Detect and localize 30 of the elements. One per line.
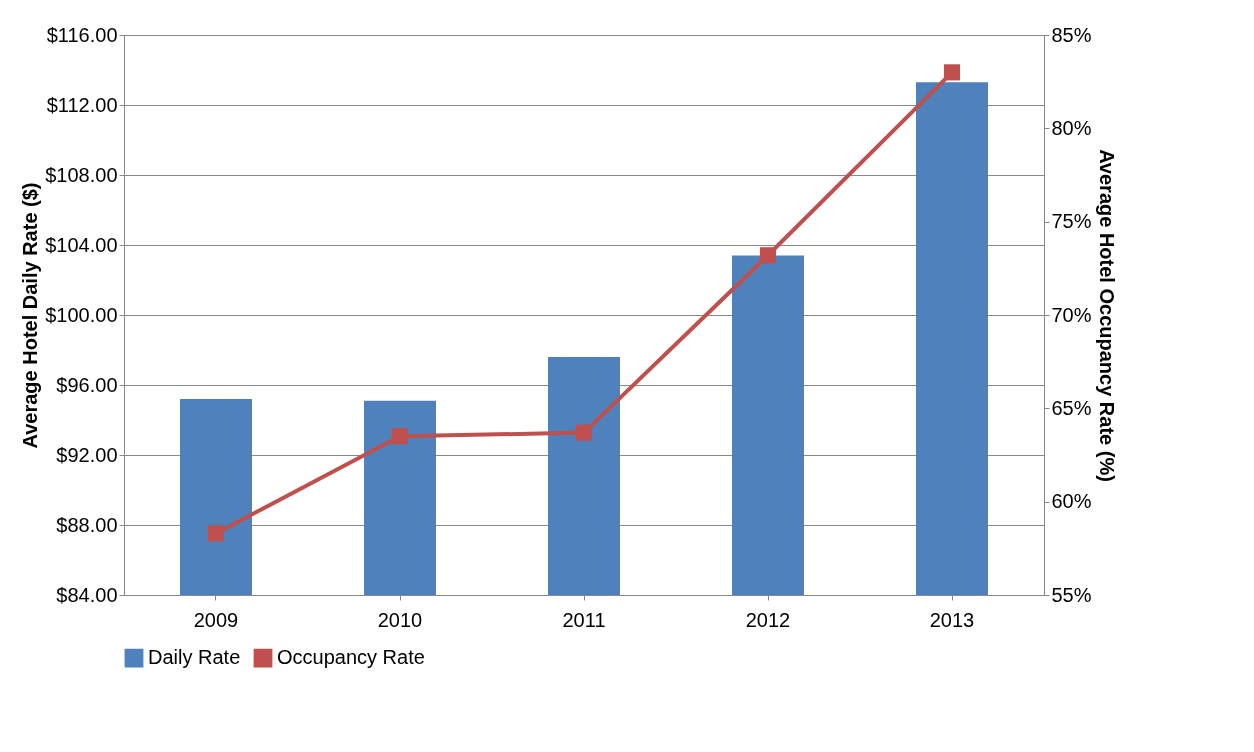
y2-tick-label: 60% (1051, 490, 1092, 513)
y-tick-label: $108.00 (45, 163, 118, 186)
point (943, 64, 961, 81)
y-tick-label: $112.00 (46, 93, 118, 116)
point (759, 247, 777, 264)
point (391, 428, 409, 445)
y2-axis-title: Average Hotel Occupancy Rate (%) (1095, 149, 1118, 482)
x-tick-label: 2012 (745, 608, 791, 631)
y2-tick-label: 65% (1051, 396, 1092, 419)
y-tick-label: $96.00 (56, 373, 118, 396)
y-tick-label: $84.00 (56, 583, 118, 606)
y2-tick-label: 55% (1051, 583, 1092, 606)
legend-label: Daily Rate (148, 646, 241, 669)
y2-tick-label: 70% (1051, 303, 1092, 326)
point (207, 525, 225, 542)
x-tick-label: 2010 (377, 608, 423, 631)
y-axis-title: Average Hotel Daily Rate ($) (19, 182, 42, 449)
point (575, 424, 593, 441)
x-tick-label: 2009 (193, 608, 239, 631)
y-tick-label: $100.00 (45, 303, 118, 326)
y-tick-label: $116.00 (46, 23, 118, 46)
y2-tick-label: 85% (1051, 23, 1092, 46)
y2-tick-label: 75% (1051, 210, 1092, 233)
x-tick-label: 2013 (929, 608, 975, 631)
y2-tick-label: 80% (1051, 116, 1092, 139)
y-tick-label: $104.00 (45, 233, 118, 256)
x-tick-label: 2011 (562, 608, 606, 631)
legend-label: Occupancy Rate (277, 646, 425, 669)
y-tick-label: $92.00 (56, 443, 118, 466)
y-tick-label: $88.00 (56, 513, 118, 536)
